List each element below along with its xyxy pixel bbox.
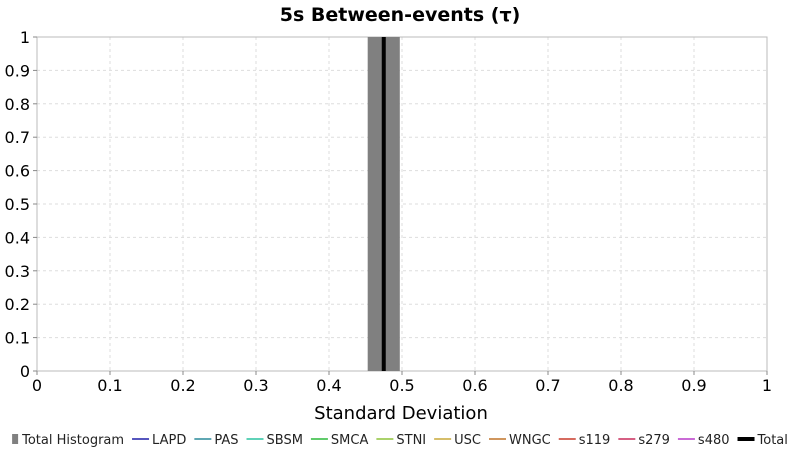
legend-label: STNI [396,433,426,448]
legend-label: Total [757,433,788,448]
legend-label: USC [454,433,481,448]
x-axis-ticks: 0 0.1 0.2 0.3 0.4 0.5 0.6 0.7 0.8 0.9 1 [32,371,772,395]
legend-row: Total Histogram LAPD PAS SBSM SMCA STNI USC WNG… [12,433,788,448]
y-tick-label: 0.1 [5,329,30,348]
x-tick-label: 1 [762,376,772,395]
legend-swatch [12,434,19,444]
legend: Total Histogram LAPD PAS SBSM SMCA STNI USC WNG… [12,433,788,448]
y-tick-label: 0.3 [5,262,30,281]
y-tick-label: 0 [20,362,30,381]
x-tick-label: 0.3 [243,376,268,395]
legend-label: s119 [579,433,611,448]
legend-label: PAS [214,433,238,448]
y-tick-label: 0.5 [5,195,30,214]
legend-label: SBSM [267,433,303,448]
legend-label: WNGC [509,433,551,448]
x-tick-label: 0.5 [389,376,414,395]
chart-title: 5s Between-events (τ) [280,4,521,26]
y-tick-label: 0.6 [5,162,30,181]
y-tick-label: 0.7 [5,128,30,147]
x-tick-label: 0.8 [608,376,633,395]
legend-label: SMCA [331,433,369,448]
y-tick-label: 0.9 [5,61,30,80]
legend-label: LAPD [152,433,186,448]
x-tick-label: 0.6 [462,376,487,395]
x-tick-label: 0.9 [681,376,706,395]
grid [36,36,768,372]
x-tick-label: 0.4 [316,376,341,395]
y-tick-label: 0.8 [5,95,30,114]
y-tick-label: 1 [20,28,30,47]
y-tick-label: 0.2 [5,295,30,314]
y-axis-ticks: 0 0.1 0.2 0.3 0.4 0.5 0.6 0.7 0.8 0.9 1 [5,28,37,381]
x-tick-label: 0.2 [170,376,195,395]
y-tick-label: 0.4 [5,228,30,247]
x-axis-label: Standard Deviation [314,403,488,424]
legend-label: Total Histogram [21,433,124,448]
legend-label: s480 [698,433,730,448]
x-tick-label: 0.7 [535,376,560,395]
x-tick-label: 0 [32,376,42,395]
x-tick-label: 0.1 [97,376,122,395]
legend-label: s279 [638,433,670,448]
